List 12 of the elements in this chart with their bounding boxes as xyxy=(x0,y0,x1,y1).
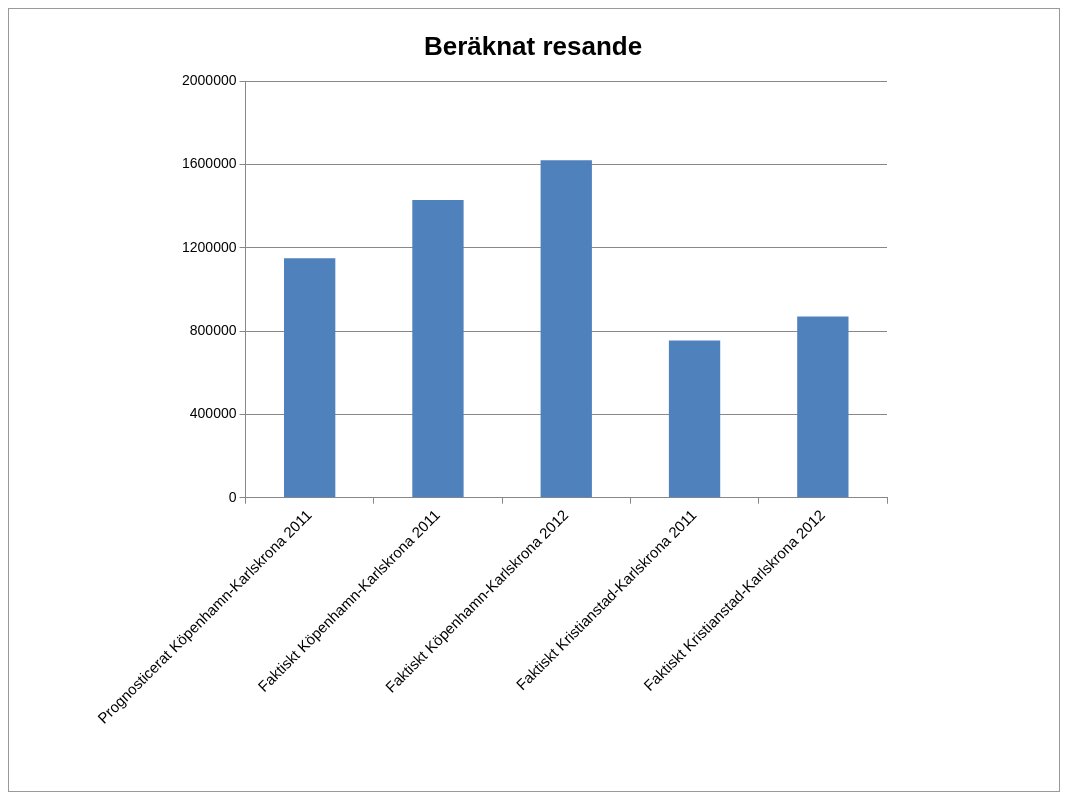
y-tick-label: 400000 xyxy=(189,405,237,422)
bar xyxy=(797,316,849,498)
y-tick-label: 0 xyxy=(228,488,237,505)
bar xyxy=(283,258,336,498)
y-tick-label: 2000000 xyxy=(181,72,237,89)
y-tick-label: 800000 xyxy=(189,321,237,338)
y-tick-label: 1200000 xyxy=(181,238,237,255)
bar xyxy=(412,199,464,498)
bar xyxy=(540,160,592,498)
y-tick-label: 1600000 xyxy=(181,155,237,172)
bar xyxy=(668,340,721,498)
chart-title: Beräknat resande xyxy=(423,30,643,61)
